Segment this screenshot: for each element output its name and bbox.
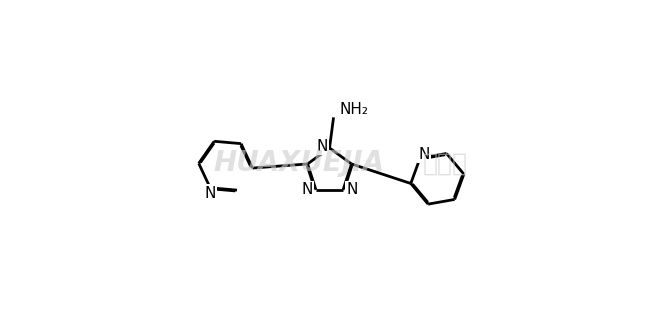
Text: N: N (301, 182, 312, 197)
Text: N: N (205, 186, 216, 201)
Text: N: N (316, 139, 327, 154)
Text: N: N (347, 182, 358, 197)
Text: N: N (418, 147, 430, 162)
Text: NH₂: NH₂ (340, 102, 368, 117)
Text: 化学加: 化学加 (422, 151, 467, 176)
Text: HUAXUEJIA: HUAXUEJIA (213, 149, 384, 178)
